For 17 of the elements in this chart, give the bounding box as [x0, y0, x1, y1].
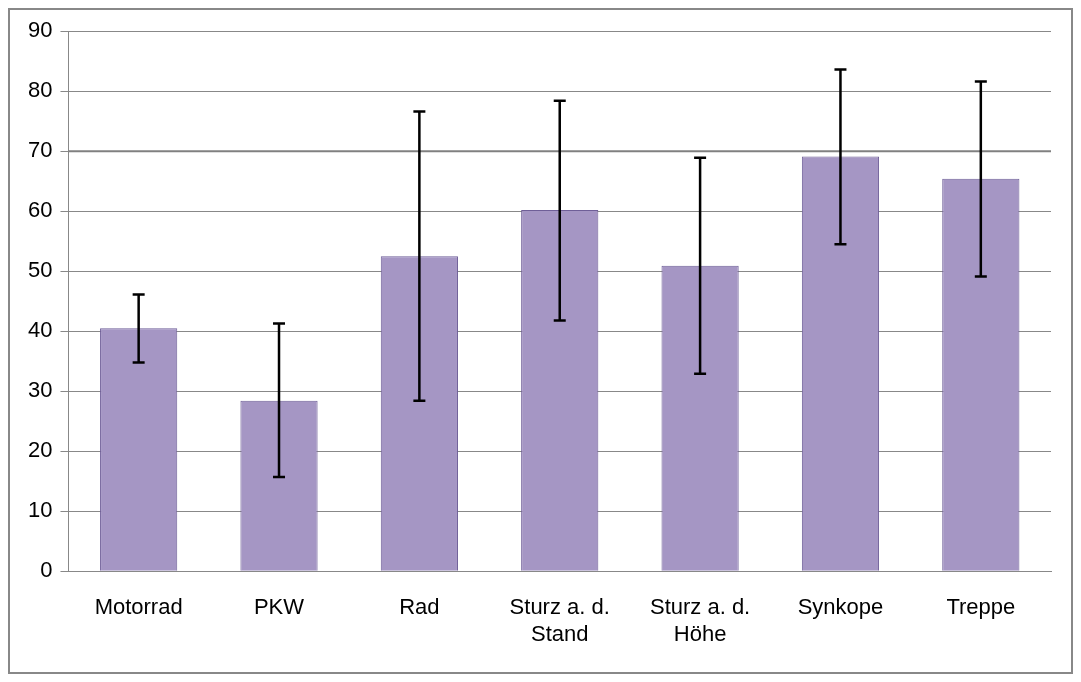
y-tick-label: 70 — [27, 137, 53, 163]
x-tick-label: Synkope — [797, 594, 884, 620]
x-tick-label: PKW — [253, 594, 305, 620]
y-tick-label: 40 — [27, 317, 53, 343]
y-tick-label: 90 — [27, 17, 53, 43]
x-tick-label: Sturz a. d. Höhe — [649, 594, 751, 646]
y-tick-label: 50 — [27, 257, 53, 283]
x-tick-label: Treppe — [946, 594, 1016, 620]
y-tick-label: 0 — [40, 557, 53, 583]
y-tick-label: 60 — [27, 197, 53, 223]
x-tick-label: Rad — [399, 594, 440, 620]
x-tick-label: Sturz a. d. Stand — [509, 594, 610, 646]
x-tick-label: Motorrad — [94, 594, 183, 620]
y-tick-label: 20 — [27, 437, 53, 463]
y-tick-label: 30 — [27, 377, 53, 403]
y-tick-label: 80 — [27, 77, 53, 103]
y-tick-label: 10 — [27, 497, 53, 523]
